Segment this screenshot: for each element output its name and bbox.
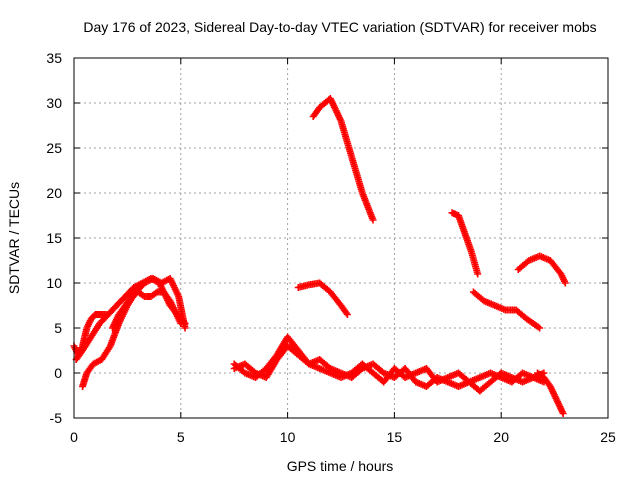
series-arc-d bbox=[108, 288, 185, 332]
x-tick-label: 5 bbox=[177, 429, 185, 445]
y-tick-label: 10 bbox=[46, 275, 62, 291]
data-point-marker bbox=[181, 324, 189, 332]
y-tick-label: 35 bbox=[46, 50, 62, 66]
series-arc-j bbox=[469, 288, 544, 332]
series-arc-i bbox=[448, 209, 482, 278]
data-point-marker bbox=[369, 216, 377, 224]
data-point-marker bbox=[474, 270, 482, 278]
ticks: 0 5 10 15 20 25 -5 0 5 10 15 20 25 30 35 bbox=[46, 50, 616, 445]
data-point-marker bbox=[343, 311, 351, 318]
series-arc-g bbox=[309, 95, 377, 224]
x-tick-label: 15 bbox=[387, 429, 403, 445]
grid bbox=[74, 58, 608, 418]
x-tick-label: 25 bbox=[600, 429, 616, 445]
y-tick-label: 20 bbox=[46, 185, 62, 201]
series-arc-h bbox=[294, 279, 351, 318]
series-arc-k bbox=[514, 252, 569, 287]
y-tick-label: 25 bbox=[46, 140, 62, 156]
x-axis-label: GPS time / hours bbox=[287, 458, 394, 474]
x-tick-label: 10 bbox=[280, 429, 296, 445]
y-tick-label: -5 bbox=[50, 410, 63, 426]
x-tick-label: 20 bbox=[493, 429, 509, 445]
chart-title: Day 176 of 2023, Sidereal Day-to-day VTE… bbox=[83, 19, 596, 35]
x-tick-label: 0 bbox=[70, 429, 78, 445]
data-points bbox=[70, 95, 569, 417]
y-tick-label: 30 bbox=[46, 95, 62, 111]
y-tick-label: 0 bbox=[54, 365, 62, 381]
data-point-marker bbox=[177, 320, 185, 327]
data-point-marker bbox=[559, 410, 567, 417]
data-point-marker bbox=[561, 279, 569, 287]
series-arc-a bbox=[70, 311, 110, 359]
series-arc-l bbox=[534, 369, 567, 417]
y-axis-label: SDTVAR / TECUs bbox=[6, 182, 22, 294]
data-point-marker bbox=[536, 324, 544, 332]
data-point-marker bbox=[342, 309, 350, 317]
y-tick-label: 15 bbox=[46, 230, 62, 246]
y-tick-label: 5 bbox=[54, 320, 62, 336]
